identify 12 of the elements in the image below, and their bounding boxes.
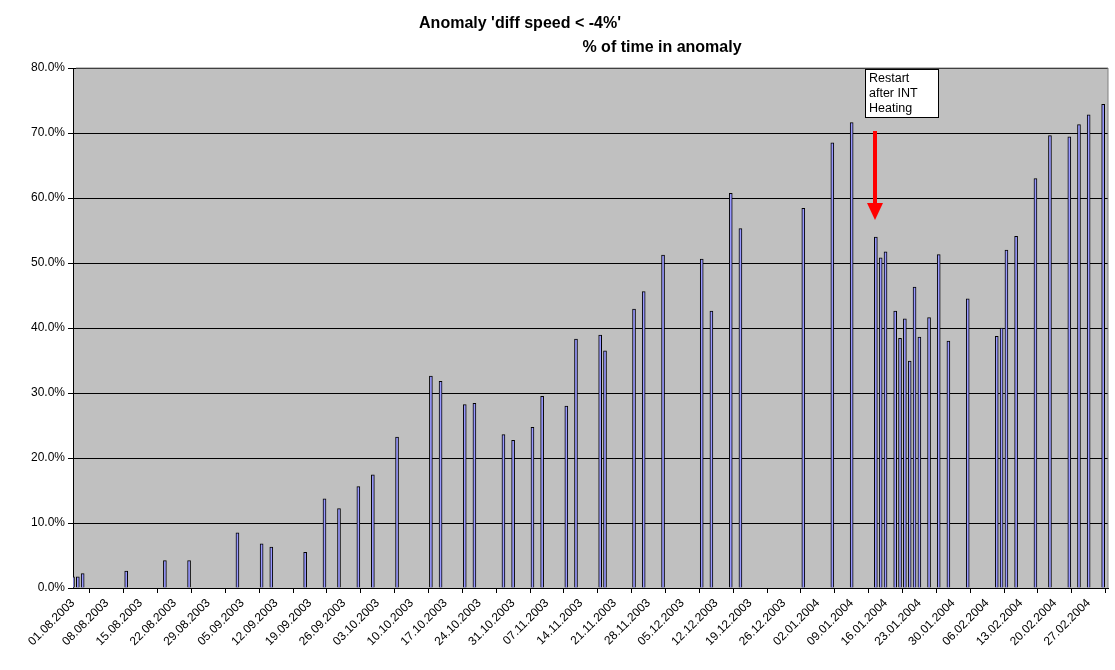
y-tick-label: 10.0% [30,515,66,530]
y-tick-label: 40.0% [30,320,66,335]
y-tick-label: 20.0% [30,450,66,465]
y-tick-label: 30.0% [30,385,66,400]
y-tick-label: 70.0% [30,125,66,140]
chart-subtitle: % of time in anomaly [582,38,742,56]
y-tick-label: 0.0% [37,580,66,595]
chart-title: Anomaly 'diff speed < -4%' [419,14,621,32]
y-tick-label: 80.0% [30,60,66,75]
y-tick-label: 60.0% [30,190,66,205]
annotation: Restart after INT Heating [865,69,939,118]
y-tick-label: 50.0% [30,255,66,270]
